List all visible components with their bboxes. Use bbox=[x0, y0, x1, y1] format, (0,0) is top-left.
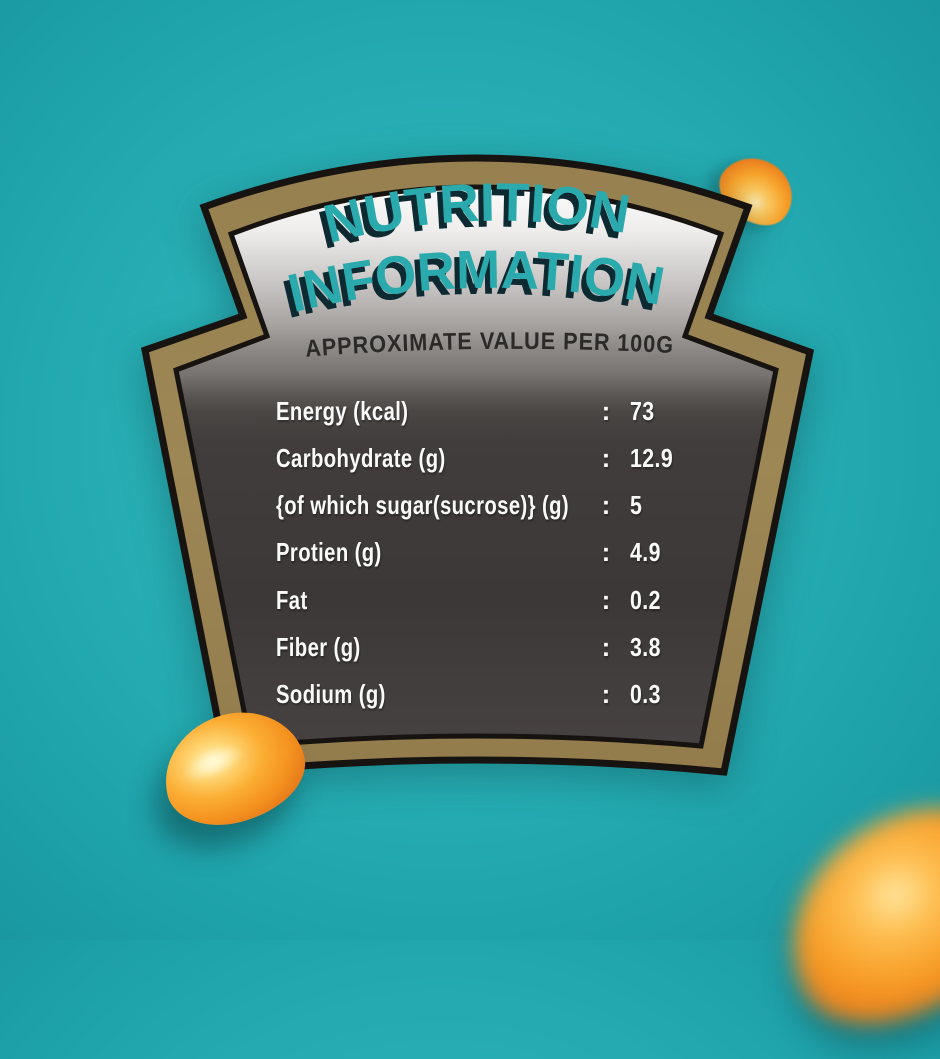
row-value: 0.3 bbox=[630, 679, 661, 710]
nutrition-table: Energy (kcal) : 73 Carbohydrate (g) : 12… bbox=[276, 387, 716, 718]
table-row: Protien (g) : 4.9 bbox=[276, 529, 716, 576]
row-label: Carbohydrate (g) bbox=[276, 442, 446, 473]
row-value: 0.2 bbox=[630, 584, 661, 615]
row-value: 4.9 bbox=[630, 537, 661, 568]
table-row: Fat : 0.2 bbox=[276, 576, 716, 623]
table-row: {of which sugar(sucrose)} (g) : 5 bbox=[276, 482, 716, 529]
row-colon: : bbox=[601, 442, 611, 473]
row-label: Fat bbox=[276, 584, 308, 615]
row-label: Energy (kcal) bbox=[276, 395, 409, 426]
row-colon: : bbox=[601, 490, 611, 521]
table-row: Carbohydrate (g) : 12.9 bbox=[276, 434, 716, 481]
badge-face bbox=[173, 184, 779, 749]
row-colon: : bbox=[601, 395, 611, 426]
table-row: Sodium (g) : 0.3 bbox=[276, 671, 716, 718]
table-row: Energy (kcal) : 73 bbox=[276, 387, 716, 434]
row-value: 5 bbox=[630, 490, 643, 521]
poster-background: NUTRITION NUTRITION INFORMATION INFORMAT… bbox=[0, 0, 940, 940]
row-colon: : bbox=[601, 631, 611, 662]
table-row: Fiber (g) : 3.8 bbox=[276, 623, 716, 670]
row-value: 73 bbox=[630, 395, 655, 426]
row-label: Fiber (g) bbox=[276, 631, 361, 662]
row-label: {of which sugar(sucrose)} (g) bbox=[276, 490, 570, 521]
row-value: 3.8 bbox=[630, 631, 661, 662]
row-value: 12.9 bbox=[630, 442, 674, 473]
row-colon: : bbox=[601, 537, 611, 568]
row-label: Sodium (g) bbox=[276, 679, 386, 710]
row-label: Protien (g) bbox=[276, 537, 382, 568]
row-colon: : bbox=[601, 679, 611, 710]
row-colon: : bbox=[601, 584, 611, 615]
nutrition-badge: NUTRITION NUTRITION INFORMATION INFORMAT… bbox=[140, 154, 815, 776]
